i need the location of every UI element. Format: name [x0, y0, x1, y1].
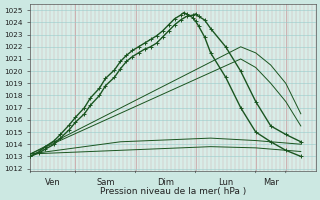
X-axis label: Pression niveau de la mer( hPa ): Pression niveau de la mer( hPa ) [100, 187, 246, 196]
Text: Mar: Mar [263, 178, 279, 187]
Text: Sam: Sam [96, 178, 115, 187]
Text: Ven: Ven [45, 178, 61, 187]
Text: Lun: Lun [218, 178, 233, 187]
Text: Dim: Dim [157, 178, 174, 187]
